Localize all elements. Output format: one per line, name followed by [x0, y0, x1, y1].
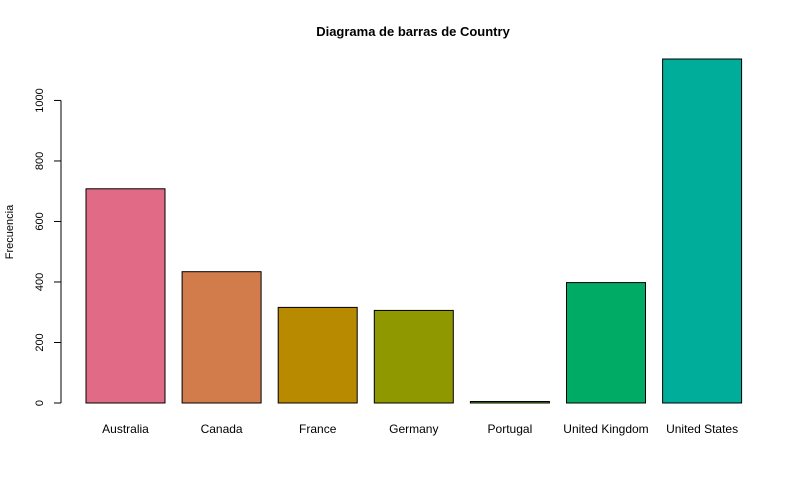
- bar-france: [277, 306, 358, 404]
- bar-portugal: [469, 400, 550, 404]
- y-tick-label: 200: [34, 333, 46, 351]
- category-label: France: [299, 422, 337, 436]
- y-tick-label: 600: [34, 212, 46, 230]
- category-label: Portugal: [488, 422, 533, 436]
- y-tick-label: 800: [34, 152, 46, 170]
- y-axis: 0 200 400 600 800 1000: [34, 88, 62, 406]
- y-axis-label: Frecuencia: [4, 204, 16, 259]
- category-label: Canada: [201, 422, 243, 436]
- category-labels: Australia Canada France Germany Portugal Unit…: [102, 422, 738, 436]
- category-label: Germany: [389, 422, 438, 436]
- category-label: Australia: [102, 422, 149, 436]
- y-tick-label: 0: [34, 400, 46, 406]
- category-label: United States: [666, 422, 738, 436]
- bar-australia: [85, 188, 166, 404]
- bar-germany: [373, 309, 454, 404]
- category-label: United Kingdom: [563, 422, 648, 436]
- y-tick-label: 1000: [34, 88, 46, 112]
- y-tick-label: 400: [34, 273, 46, 291]
- bar-united-states: [662, 58, 743, 404]
- bar-united-kingdom: [566, 282, 646, 404]
- chart-title: Diagrama de barras de Country: [316, 24, 510, 39]
- bars-group: [85, 58, 743, 404]
- bar-canada: [181, 271, 262, 404]
